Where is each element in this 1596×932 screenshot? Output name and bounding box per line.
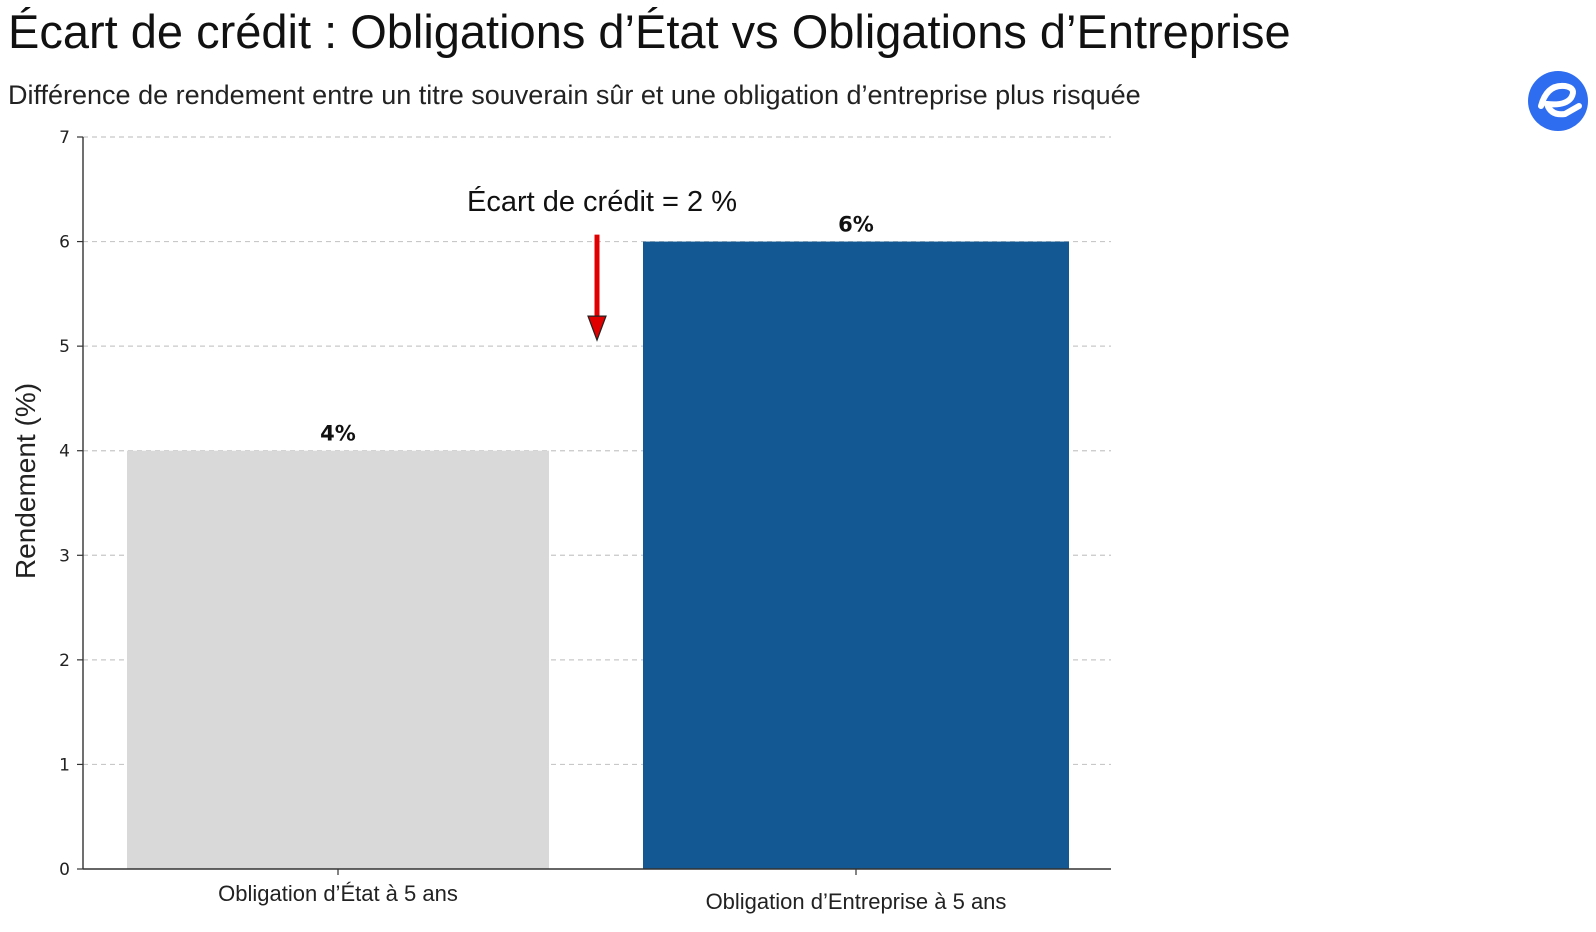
bar-value-label: 6% <box>838 213 874 237</box>
spread-annotation: Écart de crédit = 2 % <box>467 185 737 342</box>
axes <box>82 137 1111 870</box>
y-tick-label: 6 <box>59 233 70 253</box>
y-tick-label: 4 <box>59 442 70 462</box>
x-category-label: Obligation d’Entreprise à 5 ans <box>706 889 1007 914</box>
brand-e-logo-icon <box>1528 71 1588 131</box>
bar-corporate <box>643 241 1069 870</box>
y-axis-title: Rendement (%) <box>10 383 41 579</box>
y-tick-label: 2 <box>59 651 70 671</box>
chart-subtitle: Différence de rendement entre un titre s… <box>8 80 1141 110</box>
annotation-text: Écart de crédit = 2 % <box>467 185 737 218</box>
x-category-label: Obligation d’État à 5 ans <box>218 881 458 906</box>
y-tick-label: 5 <box>59 337 70 357</box>
y-tick-label: 3 <box>59 546 70 566</box>
y-ticks: 0 1 2 3 4 5 6 7 <box>59 128 83 880</box>
bars <box>127 241 1069 870</box>
chart-title: Écart de crédit : Obligations d’État vs … <box>8 5 1291 58</box>
y-tick-label: 1 <box>59 755 70 775</box>
annotation-arrow-head <box>587 315 607 342</box>
bar-value-labels: 4% 6% <box>320 213 874 446</box>
y-tick-label: 0 <box>59 860 70 880</box>
x-ticks: Obligation d’État à 5 ans Obligation d’En… <box>218 869 1006 914</box>
bar-value-label: 4% <box>320 422 356 446</box>
bar-government <box>127 450 549 869</box>
y-tick-label: 7 <box>59 128 70 148</box>
